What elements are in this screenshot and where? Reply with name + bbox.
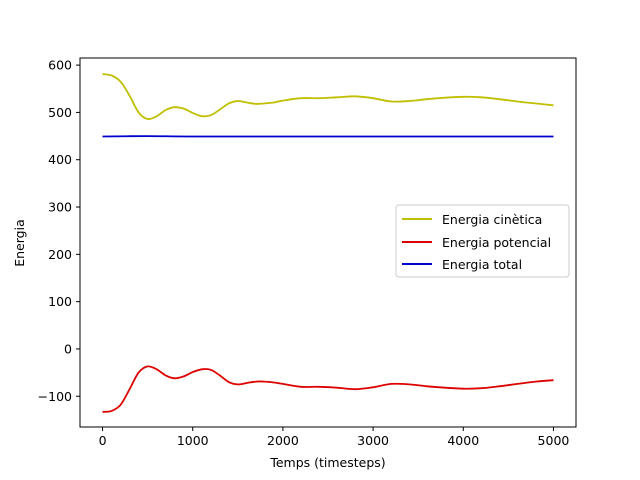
series-layer (102, 73, 554, 413)
legend-label-kinetic: Energia cinètica (442, 212, 542, 227)
series-line-kinetic (102, 73, 554, 121)
y-tick-label: 500 (48, 105, 72, 120)
y-axis: −100 0 100 200 300 400 500 600 (38, 58, 80, 404)
plot-frame (79, 57, 577, 428)
x-tick-label: 5000 (538, 433, 570, 448)
x-tick-label: 4000 (447, 433, 479, 448)
legend: Energia cinètica Energia potencial Energ… (395, 204, 570, 278)
series-line-potential (102, 365, 554, 413)
y-tick-label: 0 (64, 341, 72, 356)
y-tick-label: 600 (48, 58, 72, 73)
y-tick-label: 100 (48, 294, 72, 309)
x-tick-label: 0 (99, 433, 107, 448)
y-tick-label: 300 (48, 200, 72, 215)
y-tick-label: −100 (38, 389, 72, 404)
x-axis-label: Temps (timesteps) (269, 455, 385, 470)
legend-label-potential: Energia potencial (442, 235, 551, 250)
legend-box (395, 204, 570, 278)
y-tick-label: 400 (48, 152, 72, 167)
x-tick-label: 3000 (357, 433, 389, 448)
x-tick-label: 2000 (267, 433, 299, 448)
y-axis-label: Energia (12, 219, 27, 267)
legend-label-total: Energia total (442, 257, 522, 272)
y-tick-label: 200 (48, 247, 72, 262)
x-axis: 0 1000 2000 3000 4000 5000 (99, 427, 570, 448)
x-tick-label: 1000 (177, 433, 209, 448)
